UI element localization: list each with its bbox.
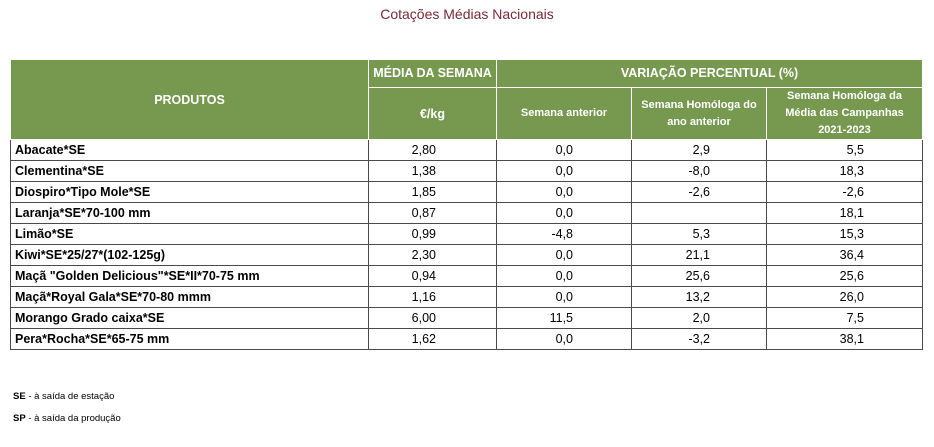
cell-semana-anterior: 0,0 [496, 244, 632, 267]
cell-semana-homologa [631, 202, 767, 225]
header-semana-homologa-campanhas: Semana Homóloga da Média das Campanhas 2… [766, 86, 923, 141]
cell-semana-anterior: 11,5 [496, 307, 632, 330]
table-row: Maçã*Royal Gala*SE*70-80 mmm 1,16 0,0 13,2 2… [10, 286, 923, 309]
table-row: Clementina*SE 1,38 0,0 -8,0 18,3 [10, 160, 923, 183]
footnote-se: SE - à saída de estação [13, 391, 114, 402]
cell-semana-anterior: 0,0 [496, 265, 632, 288]
footnote-code: SE [13, 391, 26, 402]
cell-semana-anterior: -4,8 [496, 223, 632, 246]
cell-semana-homologa-campanhas: 18,3 [766, 160, 923, 183]
page-title: Cotações Médias Nacionais [380, 6, 554, 22]
table-row: Kiwi*SE*25/27*(102-125g) 2,30 0,0 21,1 36,4 [10, 244, 923, 267]
cell-media-semana: 0,87 [368, 202, 497, 225]
cell-produto: Kiwi*SE*25/27*(102-125g) [10, 244, 369, 267]
cell-produto: Clementina*SE [10, 160, 369, 183]
table-row: Diospiro*Tipo Mole*SE 1,85 0,0 -2,6 -2,6 [10, 181, 923, 204]
cell-semana-homologa: 13,2 [631, 286, 767, 309]
table-row: Limão*SE 0,99 -4,8 5,3 15,3 [10, 223, 923, 246]
cell-media-semana: 1,16 [368, 286, 497, 309]
cell-media-semana: 6,00 [368, 307, 497, 330]
footnote-code: SP [13, 413, 26, 424]
cell-produto: Maçã*Royal Gala*SE*70-80 mmm [10, 286, 369, 309]
header-semana-anterior: Semana anterior [496, 86, 632, 141]
cell-semana-anterior: 0,0 [496, 139, 632, 162]
cell-semana-homologa-campanhas: 25,6 [766, 265, 923, 288]
cell-media-semana: 1,85 [368, 181, 497, 204]
cell-produto: Pera*Rocha*SE*65-75 mm [10, 328, 369, 351]
header-semana-homologa: Semana Homóloga do ano anterior [631, 86, 767, 141]
cell-produto: Abacate*SE [10, 139, 369, 162]
footnote-text: - à saída da produção [25, 413, 121, 424]
header-media-semana: MÉDIA DA SEMANA [368, 59, 497, 88]
cell-semana-homologa: -2,6 [631, 181, 767, 204]
cell-semana-homologa-campanhas: 36,4 [766, 244, 923, 267]
cell-semana-anterior: 0,0 [496, 181, 632, 204]
cell-media-semana: 2,80 [368, 139, 497, 162]
header-produtos: PRODUTOS [10, 58, 369, 141]
cell-semana-homologa: 2,9 [631, 139, 767, 162]
cell-media-semana: 0,99 [368, 223, 497, 246]
cell-semana-homologa: 2,0 [631, 307, 767, 330]
cell-semana-homologa-campanhas: 7,5 [766, 307, 923, 330]
table-row: Abacate*SE 2,80 0,0 2,9 5,5 [10, 139, 923, 162]
table-row: Laranja*SE*70-100 mm 0,87 0,0 18,1 [10, 202, 923, 225]
cell-semana-homologa-campanhas: -2,6 [766, 181, 923, 204]
cell-media-semana: 0,94 [368, 265, 497, 288]
cell-produto: Diospiro*Tipo Mole*SE [10, 181, 369, 204]
cell-media-semana: 1,62 [368, 328, 497, 351]
table-row: Morango Grado caixa*SE 6,00 11,5 2,0 7,5 [10, 307, 923, 330]
cell-semana-homologa-campanhas: 26,0 [766, 286, 923, 309]
cell-produto: Limão*SE [10, 223, 369, 246]
header-unidade: €/kg [368, 86, 497, 141]
cell-semana-homologa-campanhas: 5,5 [766, 139, 923, 162]
cell-media-semana: 1,38 [368, 160, 497, 183]
cell-semana-homologa: -3,2 [631, 328, 767, 351]
header-variacao-percentual: VARIAÇÃO PERCENTUAL (%) [496, 59, 923, 88]
cell-produto: Maçã "Golden Delicious"*SE*II*70-75 mm [10, 265, 369, 288]
footnote-text: - à saída de estação [25, 391, 115, 402]
cell-semana-homologa-campanhas: 18,1 [766, 202, 923, 225]
cell-produto: Morango Grado caixa*SE [10, 307, 369, 330]
table-row: Maçã "Golden Delicious"*SE*II*70-75 mm 0,… [10, 265, 923, 288]
table-row: Pera*Rocha*SE*65-75 mm 1,62 0,0 -3,2 38,1 [10, 328, 923, 351]
cell-semana-homologa-campanhas: 38,1 [766, 328, 923, 351]
cell-semana-anterior: 0,0 [496, 202, 632, 225]
cell-semana-homologa: 21,1 [631, 244, 767, 267]
cell-produto: Laranja*SE*70-100 mm [10, 202, 369, 225]
cell-semana-homologa: -8,0 [631, 160, 767, 183]
cell-semana-homologa: 5,3 [631, 223, 767, 246]
cell-semana-homologa-campanhas: 15,3 [766, 223, 923, 246]
cell-semana-anterior: 0,0 [496, 286, 632, 309]
footnote-sp: SP - à saída da produção [13, 413, 121, 424]
prices-table: PRODUTOS MÉDIA DA SEMANA VARIAÇÃO PERCEN… [10, 58, 923, 351]
cell-semana-anterior: 0,0 [496, 160, 632, 183]
cell-media-semana: 2,30 [368, 244, 497, 267]
cell-semana-anterior: 0,0 [496, 328, 632, 351]
cell-semana-homologa: 25,6 [631, 265, 767, 288]
